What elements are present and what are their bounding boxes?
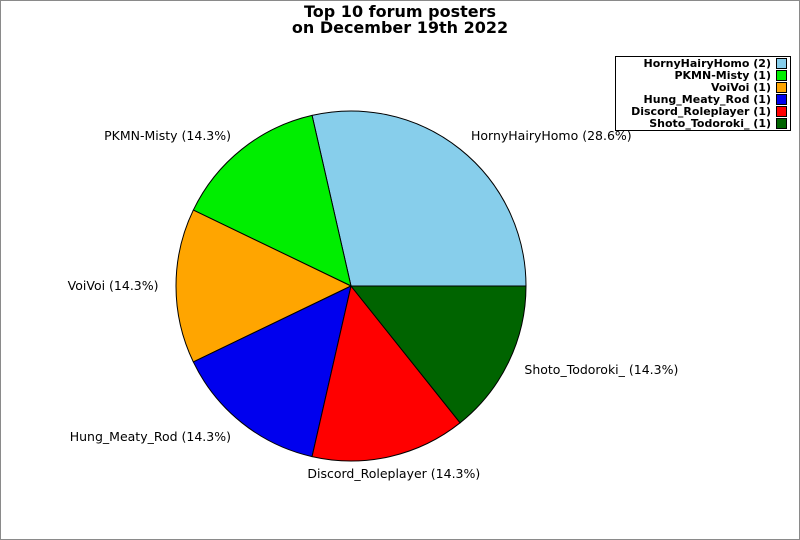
legend: HornyHairyHomo (2) PKMN-Misty (1) VoiVoi (…: [615, 56, 791, 131]
chart-title-line1: Top 10 forum posters: [304, 2, 496, 21]
slice-label-Hung_Meaty_Rod: Hung_Meaty_Rod (14.3%): [69, 428, 231, 444]
pie-slice-PKMN-Misty: [192, 114, 352, 287]
legend-item-label: Shoto_Todoroki_ (1): [649, 116, 771, 130]
slice-label-Discord_Roleplayer: Discord_Roleplayer (14.3%): [307, 465, 481, 481]
chart-title-line2: on December 19th 2022: [291, 18, 509, 37]
pie-slice-Hung_Meaty_Rod: [192, 285, 352, 458]
legend-item: Hung_Meaty_Rod (1): [618, 92, 787, 106]
legend-item-label: Hung_Meaty_Rod (1): [643, 92, 771, 106]
legend-item: Shoto_Todoroki_ (1): [618, 116, 787, 130]
pie-slice-HornyHairyHomo: [311, 110, 527, 287]
pie-slice-VoiVoi: [175, 209, 352, 363]
pie-slice-Shoto_Todoroki_: [350, 285, 527, 424]
chart-title: Top 10 forum posters on December 19th 20…: [1, 4, 799, 36]
legend-color-swatch: [776, 118, 787, 129]
legend-color-swatch: [776, 70, 787, 81]
legend-color-swatch: [776, 82, 787, 93]
legend-item-label: VoiVoi (1): [710, 80, 771, 94]
legend-item: PKMN-Misty (1): [618, 68, 787, 82]
legend-color-swatch: [776, 94, 787, 105]
legend-item-label: HornyHairyHomo (2): [643, 56, 771, 70]
slice-label-HornyHairyHomo: HornyHairyHomo (28.6%): [471, 127, 632, 143]
slice-label-Shoto_Todoroki_: Shoto_Todoroki_ (14.3%): [524, 361, 679, 377]
legend-item-label: Discord_Roleplayer (1): [631, 104, 771, 118]
legend-item: Discord_Roleplayer (1): [618, 104, 787, 118]
legend-item: HornyHairyHomo (2): [618, 56, 787, 70]
slice-label-VoiVoi: VoiVoi (14.3%): [67, 278, 159, 293]
legend-color-swatch: [776, 106, 787, 117]
legend-item-label: PKMN-Misty (1): [674, 68, 771, 82]
legend-color-swatch: [776, 58, 787, 69]
slice-label-PKMN-Misty: PKMN-Misty (14.3%): [104, 127, 231, 143]
pie-slice-Discord_Roleplayer: [311, 285, 461, 462]
legend-item: VoiVoi (1): [618, 80, 787, 94]
